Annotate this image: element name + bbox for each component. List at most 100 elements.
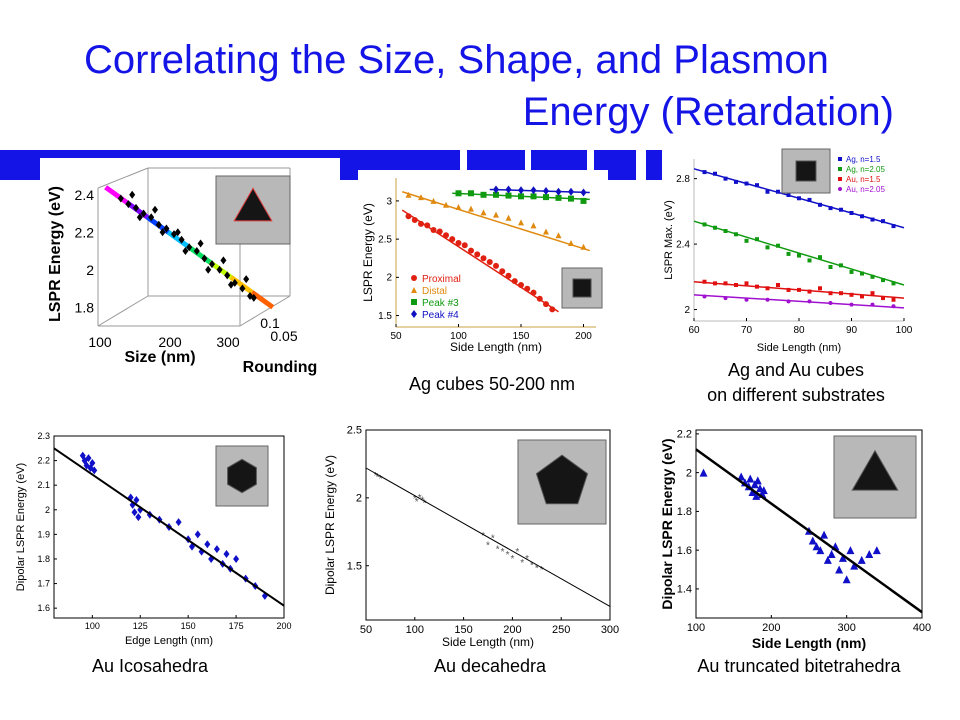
title-line-2: Energy (Retardation) (522, 90, 894, 134)
data-point (411, 310, 417, 318)
data-point (85, 454, 92, 463)
data-point (744, 238, 749, 243)
data-point (755, 183, 759, 188)
fit-line (695, 448, 923, 614)
x-axis-label: Size (nm) (124, 349, 195, 366)
chart-panel-bitetrahedra: 100 200 300 400 1.4 1.6 1.8 2 2.2 Side Length (nm… (658, 420, 938, 652)
fit-surface-segment (187, 245, 212, 265)
data-point (828, 206, 833, 211)
chart-svg-p6: 100 200 300 400 1.4 1.6 1.8 2 2.2 Side Length (nm… (659, 429, 931, 651)
data-point (480, 255, 487, 262)
data-point (807, 258, 812, 263)
x-tick-label: 50 (390, 331, 402, 342)
data-point (850, 561, 859, 570)
data-point (216, 265, 223, 274)
data-point: * (423, 498, 427, 509)
x-tick-label: 80 (793, 325, 805, 336)
y-tick-label: 2.4 (75, 187, 95, 203)
data-point (786, 251, 791, 256)
data-point (872, 546, 881, 555)
x-tick-label: 90 (846, 325, 858, 336)
chart-svg-p2: 50 100 150 200 1.5 2 2.5 3 Side Length (nm) LSPR … (358, 170, 608, 355)
chart-svg-p4: 100 125 150 175 200 1.6 1.7 1.8 1.9 2 2.1 2.2 2.3 Edg… (15, 431, 292, 647)
data-point (776, 283, 780, 287)
y-tick-label: 2.2 (75, 224, 95, 240)
caption-bitetrahedra: Au truncated bitetrahedra (697, 656, 901, 676)
data-point (759, 486, 768, 495)
x-tick-label: 250 (552, 624, 570, 636)
data-point (468, 190, 474, 197)
data-point (224, 271, 231, 280)
legend-label: Peak #4 (422, 310, 459, 321)
fit-line (693, 280, 905, 299)
data-point (838, 157, 842, 161)
data-point (823, 555, 832, 564)
data-point (197, 239, 204, 248)
data-point (129, 500, 136, 509)
x-axis-label: Edge Length (nm) (125, 635, 213, 647)
data-point (178, 235, 185, 244)
x-tick-label: 200 (276, 621, 291, 631)
data-point (807, 289, 812, 294)
y-tick-label: 1.8 (37, 554, 50, 564)
data-point (818, 255, 822, 260)
y-tick-label: 1.8 (677, 506, 692, 518)
data-point (808, 536, 817, 545)
caption-substrates-line-1: Ag and Au cubes (727, 360, 865, 380)
data-point (79, 451, 86, 460)
y-tick-label: 2.3 (37, 431, 50, 441)
data-point (881, 278, 885, 283)
legend-label: Distal (422, 286, 447, 297)
data-point (220, 256, 227, 265)
y-axis-label: LSPR Energy (eV) (361, 203, 375, 302)
x-tick-label: 100 (85, 621, 100, 631)
x-tick-label: 300 (216, 334, 240, 350)
data-point (849, 269, 854, 274)
data-point (828, 265, 833, 269)
x-axis-label: Side Length (nm) (450, 340, 542, 354)
data-point (746, 474, 755, 483)
data-point (835, 565, 844, 574)
y-tick-label: 3 (386, 196, 392, 207)
data-point (818, 286, 822, 291)
data-point (713, 171, 717, 176)
data-point: * (379, 474, 383, 485)
data-point (776, 243, 780, 248)
data-point (159, 228, 166, 237)
data-point (857, 555, 866, 564)
data-point (152, 205, 158, 214)
y-tick-label: 2 (356, 493, 362, 505)
data-point (812, 542, 821, 551)
data-point (870, 274, 875, 279)
fit-line (365, 467, 611, 607)
chart-panel-decahedra: 50 100 150 200 250 300 1.5 2 2.5 Side Length (nm)… (322, 424, 620, 650)
data-point (737, 472, 746, 481)
data-point (505, 214, 512, 221)
fit-line (693, 220, 905, 286)
legend-label: Au, n=2.05 (846, 185, 885, 194)
caption-decahedra: Au decahedra (433, 656, 547, 676)
y-axis-label: Dipolar LSPR Energy (eV) (659, 438, 675, 609)
chart-panel-icosahedra: 100 125 150 175 200 1.6 1.7 1.8 1.9 2 2.1 2.2 2.3 Edg… (10, 428, 300, 648)
nanoparticle-silhouette (851, 449, 899, 491)
data-point (543, 228, 549, 235)
nanoparticle-silhouette (227, 458, 257, 494)
data-point (83, 461, 90, 470)
y-tick-label: 2.8 (676, 174, 690, 185)
data-point: * (510, 554, 514, 565)
data-point: * (376, 473, 380, 484)
y-tick-label: 2 (86, 262, 94, 278)
data-point (468, 247, 474, 254)
data-point (786, 287, 791, 292)
y-tick-label: 1.6 (37, 603, 50, 613)
data-point (860, 294, 864, 299)
fit-line (693, 294, 905, 309)
caption-ag-cubes: Ag cubes 50-200 nm (408, 374, 576, 394)
plot-frame (695, 429, 923, 619)
data-point (175, 518, 182, 527)
data-point: * (374, 471, 378, 482)
data-point (838, 553, 847, 562)
x-tick-label: 60 (688, 325, 700, 336)
data-point (838, 177, 842, 181)
data-point (213, 545, 220, 554)
